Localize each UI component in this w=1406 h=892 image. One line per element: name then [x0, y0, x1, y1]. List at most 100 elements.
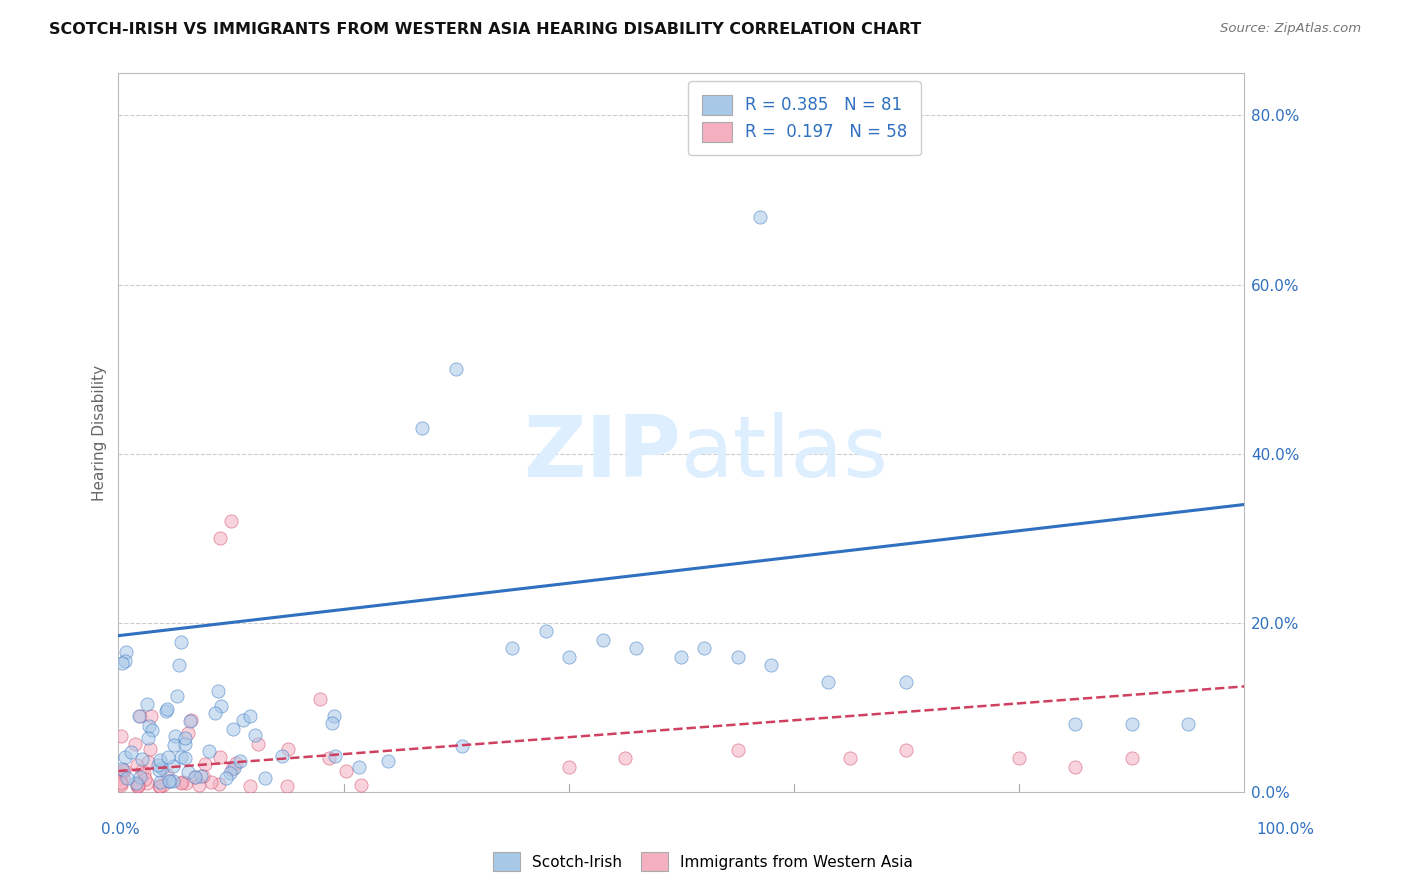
Point — [157, 774, 180, 789]
Point — [254, 771, 277, 785]
Point — [111, 764, 134, 778]
Point — [156, 750, 179, 764]
Point — [163, 738, 186, 752]
Point — [111, 657, 134, 671]
Point — [191, 769, 214, 783]
Point — [155, 704, 177, 718]
Point — [148, 763, 170, 777]
Point — [138, 719, 160, 733]
Text: atlas: atlas — [682, 412, 890, 495]
Point — [184, 770, 207, 784]
Point — [167, 658, 190, 673]
Point — [114, 654, 136, 668]
Point — [817, 675, 839, 690]
Point — [136, 776, 159, 790]
Point — [129, 771, 152, 785]
Point — [614, 751, 637, 765]
Point — [558, 649, 581, 664]
Point — [129, 708, 152, 723]
Point — [727, 649, 749, 664]
Point — [208, 777, 231, 791]
Point — [174, 731, 197, 746]
Point — [229, 754, 252, 768]
Point — [232, 713, 254, 727]
Point — [626, 641, 648, 656]
Point — [1064, 760, 1087, 774]
Point — [125, 776, 148, 790]
Point — [200, 775, 222, 789]
Legend: Scotch-Irish, Immigrants from Western Asia: Scotch-Irish, Immigrants from Western As… — [486, 847, 920, 877]
Point — [321, 716, 343, 731]
Point — [120, 746, 142, 760]
Point — [218, 765, 240, 780]
Point — [110, 776, 132, 790]
Point — [198, 744, 221, 758]
Point — [187, 778, 209, 792]
Point — [177, 765, 200, 780]
Point — [170, 776, 193, 790]
Point — [111, 772, 134, 786]
Point — [136, 731, 159, 746]
Point — [150, 761, 173, 775]
Point — [534, 624, 557, 639]
Point — [215, 771, 238, 785]
Point — [127, 778, 149, 792]
Point — [323, 748, 346, 763]
Point — [177, 726, 200, 740]
Point — [276, 779, 298, 793]
Point — [110, 775, 132, 789]
Point — [170, 635, 193, 649]
Point — [112, 764, 135, 778]
Point — [277, 741, 299, 756]
Point — [693, 641, 716, 656]
Point — [141, 723, 163, 738]
Point — [149, 779, 172, 793]
Point — [221, 762, 243, 776]
Text: ZIP: ZIP — [523, 412, 682, 495]
Point — [179, 714, 201, 728]
Point — [224, 761, 246, 775]
Point — [148, 779, 170, 793]
Point — [170, 775, 193, 789]
Text: 100.0%: 100.0% — [1257, 822, 1315, 837]
Point — [156, 702, 179, 716]
Point — [174, 737, 197, 751]
Point — [134, 772, 156, 786]
Point — [165, 729, 187, 743]
Point — [451, 739, 474, 753]
Point — [114, 645, 136, 659]
Point — [131, 751, 153, 765]
Point — [308, 692, 330, 706]
Point — [592, 632, 614, 647]
Point — [335, 764, 357, 779]
Point — [896, 675, 918, 690]
Point — [1064, 717, 1087, 731]
Point — [207, 684, 229, 698]
Point — [170, 749, 193, 764]
Point — [558, 760, 581, 774]
Point — [115, 771, 138, 785]
Point — [180, 714, 202, 728]
Point — [110, 729, 132, 743]
Point — [190, 769, 212, 783]
Point — [166, 689, 188, 703]
Point — [208, 532, 231, 546]
Point — [114, 750, 136, 764]
Point — [162, 773, 184, 788]
Point — [152, 778, 174, 792]
Point — [1177, 717, 1199, 731]
Point — [444, 362, 467, 376]
Point — [174, 750, 197, 764]
Point — [209, 698, 232, 713]
Point — [219, 515, 242, 529]
Text: SCOTCH-IRISH VS IMMIGRANTS FROM WESTERN ASIA HEARING DISABILITY CORRELATION CHAR: SCOTCH-IRISH VS IMMIGRANTS FROM WESTERN … — [49, 22, 921, 37]
Point — [377, 754, 399, 768]
Point — [149, 775, 172, 789]
Point — [501, 641, 523, 656]
Point — [131, 763, 153, 777]
Text: Source: ZipAtlas.com: Source: ZipAtlas.com — [1220, 22, 1361, 36]
Point — [155, 768, 177, 782]
Point — [727, 743, 749, 757]
Point — [350, 778, 373, 792]
Point — [239, 780, 262, 794]
